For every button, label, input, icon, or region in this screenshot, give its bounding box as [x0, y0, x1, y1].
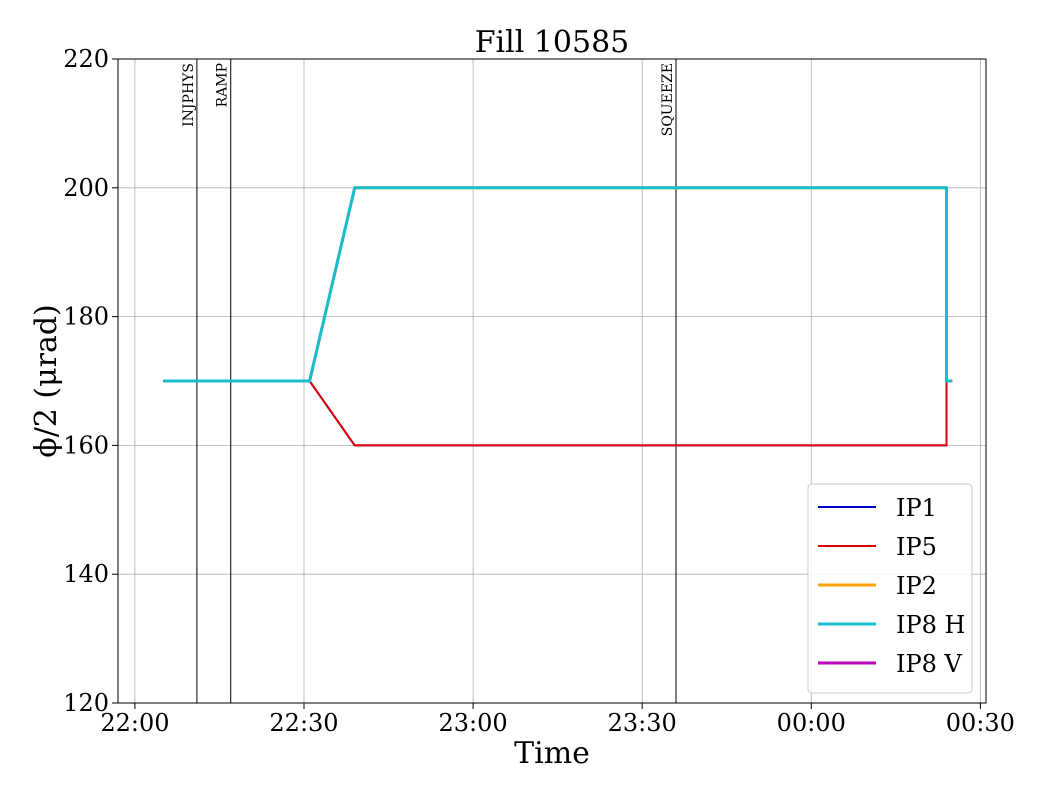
legend: IP1 IP5 IP2 IP8 H IP8 V [807, 483, 973, 694]
chart-title: Fill 10585 [475, 25, 630, 60]
legend-entry: IP8 V [896, 650, 963, 678]
plot-frame [117, 58, 987, 704]
x-tick-label: 22:00 [100, 709, 169, 737]
event-label-injphys: INJPHYS [181, 63, 197, 127]
legend-box [807, 483, 973, 694]
series-line-ip1 [163, 380, 953, 447]
y-tick-label: 160 [63, 431, 109, 459]
series-line-ip8-h [163, 186, 953, 383]
x-tick-label: 00:30 [946, 709, 1015, 737]
event-label-squeeze: SQUEEZE [660, 63, 676, 136]
legend-entry: IP2 [896, 572, 937, 600]
y-tick-label: 200 [63, 174, 109, 202]
legend-entry: IP5 [896, 533, 937, 561]
y-tick-label: 220 [63, 45, 109, 73]
y-axis-label: ϕ/2 (μrad) [29, 304, 64, 458]
event-label-ramp: RAMP [215, 63, 231, 107]
x-tick-label: 00:00 [777, 709, 846, 737]
series-line-ip2 [163, 186, 953, 383]
legend-entry: IP1 [896, 494, 937, 522]
tick-layer: 22:00 22:30 23:00 23:30 00:00 00:30 120 140 160 1… [63, 45, 1015, 737]
y-tick-label: 140 [63, 560, 109, 588]
y-tick-label: 180 [63, 303, 109, 331]
series-layer [163, 186, 953, 447]
x-tick-label: 23:00 [439, 709, 508, 737]
legend-entry: IP8 H [896, 611, 965, 639]
y-tick-label: 120 [63, 689, 109, 717]
x-axis-label: Time [514, 736, 590, 771]
x-tick-label: 23:30 [608, 709, 677, 737]
x-tick-label: 22:30 [269, 709, 338, 737]
series-line-ip5 [163, 380, 953, 447]
